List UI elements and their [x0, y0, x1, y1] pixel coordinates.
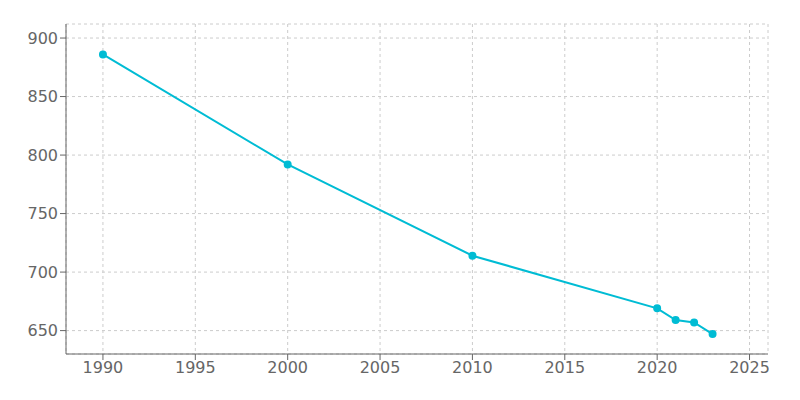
svg-text:2020: 2020: [637, 358, 678, 377]
svg-text:2015: 2015: [544, 358, 585, 377]
svg-text:2000: 2000: [267, 358, 308, 377]
svg-text:2005: 2005: [360, 358, 401, 377]
svg-text:1995: 1995: [175, 358, 216, 377]
svg-text:700: 700: [27, 263, 58, 282]
svg-text:2025: 2025: [729, 358, 770, 377]
svg-text:1990: 1990: [83, 358, 124, 377]
svg-text:650: 650: [27, 321, 58, 340]
svg-text:900: 900: [27, 29, 58, 48]
svg-text:800: 800: [27, 146, 58, 165]
svg-text:850: 850: [27, 87, 58, 106]
svg-text:750: 750: [27, 204, 58, 223]
svg-text:2010: 2010: [452, 358, 493, 377]
